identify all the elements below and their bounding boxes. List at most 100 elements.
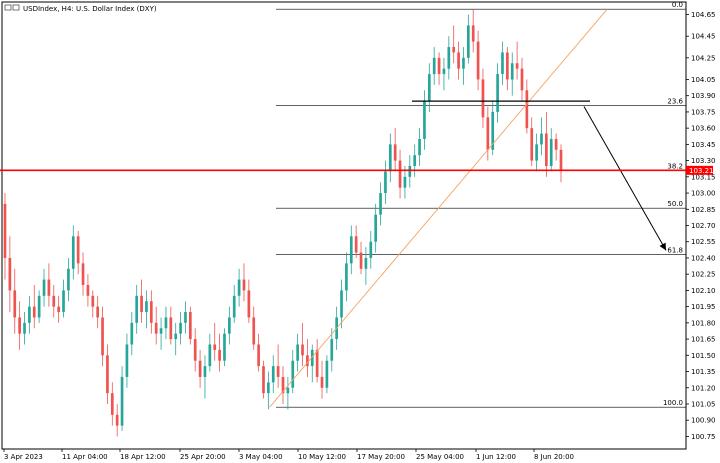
candle-body bbox=[91, 295, 95, 307]
candle-body bbox=[276, 366, 280, 377]
candle-body bbox=[379, 193, 382, 215]
fib-level-label: 100.0 bbox=[663, 399, 683, 407]
candle-body bbox=[154, 322, 158, 334]
candle-body bbox=[510, 63, 514, 80]
candle-body bbox=[554, 138, 558, 150]
candle-body bbox=[340, 290, 343, 318]
y-tick-label: 103.90 bbox=[691, 92, 716, 100]
y-tick-label: 102.25 bbox=[691, 271, 716, 279]
y-tick-label: 103.45 bbox=[691, 141, 716, 149]
fib-level-label: 23.6 bbox=[667, 97, 683, 105]
candle-body bbox=[306, 355, 309, 367]
plot-area-border bbox=[1, 1, 687, 450]
candle-body bbox=[486, 117, 490, 150]
x-tick-label: 18 Apr 12:00 bbox=[120, 453, 166, 461]
price-axis[interactable]: 104.65 104.45 104.25 104.05 103.90 103.75 103.… bbox=[686, 11, 716, 441]
candle-body bbox=[135, 295, 139, 323]
candle-body bbox=[101, 317, 104, 356]
x-tick-label: 25 May 04:00 bbox=[416, 453, 464, 461]
candle-body bbox=[374, 214, 378, 242]
x-tick-label: 25 Apr 20:00 bbox=[180, 453, 226, 461]
candle-body bbox=[545, 133, 548, 167]
candle-body bbox=[213, 344, 217, 350]
candle-body bbox=[145, 301, 148, 313]
projection-arrow-line[interactable] bbox=[583, 106, 667, 251]
y-tick-label: 102.55 bbox=[691, 238, 716, 246]
candle-body bbox=[247, 290, 251, 318]
candle-body bbox=[330, 339, 334, 361]
candle-body bbox=[262, 366, 265, 394]
candle-body bbox=[188, 312, 192, 340]
current-price-tag bbox=[686, 165, 713, 175]
candle-body bbox=[115, 414, 119, 426]
time-axis[interactable]: 3 Apr 2023 11 Apr 04:00 18 Apr 12:00 25 Apr… bbox=[3, 449, 574, 461]
candle-body bbox=[525, 90, 529, 129]
candle-body bbox=[86, 284, 90, 296]
candle-body bbox=[179, 322, 182, 334]
candle-body bbox=[140, 295, 143, 313]
y-tick-label: 103.30 bbox=[691, 157, 716, 165]
candle-body bbox=[476, 41, 480, 80]
candle-body bbox=[437, 57, 441, 75]
candle-body bbox=[466, 25, 470, 58]
y-tick-label: 102.40 bbox=[691, 254, 716, 262]
candle-body bbox=[413, 155, 417, 167]
y-tick-label: 101.80 bbox=[691, 319, 716, 327]
annotation-lines[interactable] bbox=[269, 8, 667, 408]
x-tick-label: 3 Apr 2023 bbox=[4, 453, 43, 461]
window-icon-2 bbox=[12, 4, 20, 11]
y-tick-label: 101.05 bbox=[691, 400, 716, 408]
trendline[interactable] bbox=[269, 8, 608, 408]
candle-body bbox=[418, 138, 421, 156]
y-tick-label: 101.35 bbox=[691, 368, 716, 376]
x-tick-label: 3 May 04:00 bbox=[239, 453, 283, 461]
candle-body bbox=[447, 47, 451, 69]
y-tick-label: 102.70 bbox=[691, 222, 716, 230]
fib-level-label: 61.8 bbox=[667, 247, 683, 255]
candle-body bbox=[530, 128, 534, 161]
x-tick-label: 11 Apr 04:00 bbox=[62, 453, 108, 461]
fib-level-label: 38.2 bbox=[667, 162, 683, 170]
y-tick-label: 101.20 bbox=[691, 384, 716, 392]
candle-body bbox=[71, 236, 75, 269]
candle-body bbox=[47, 279, 51, 296]
candle-body bbox=[23, 322, 26, 334]
x-tick-label: 17 May 20:00 bbox=[357, 453, 405, 461]
candle-body bbox=[354, 236, 358, 253]
candle-body bbox=[208, 344, 212, 367]
candle-body bbox=[228, 317, 231, 334]
candle-body bbox=[232, 295, 236, 318]
candle-body bbox=[52, 295, 56, 307]
candle-body bbox=[267, 382, 270, 394]
candle-body bbox=[408, 166, 412, 177]
candle-body bbox=[320, 376, 324, 388]
y-tick-label: 104.65 bbox=[691, 11, 716, 19]
candle-body bbox=[149, 301, 153, 323]
candle-body bbox=[452, 47, 456, 53]
candle-body bbox=[252, 317, 256, 345]
candle-body bbox=[291, 360, 295, 388]
candle-body bbox=[125, 344, 129, 377]
candle-body bbox=[398, 160, 402, 188]
y-tick-label: 100.75 bbox=[691, 433, 716, 441]
window-icon bbox=[4, 4, 12, 11]
y-tick-label: 104.25 bbox=[691, 54, 716, 62]
candle-body bbox=[159, 328, 163, 334]
candle-body bbox=[549, 138, 553, 167]
x-tick-label: 8 Jun 20:00 bbox=[534, 453, 574, 461]
y-tick-label: 100.90 bbox=[691, 417, 716, 425]
candle-body bbox=[345, 263, 348, 291]
candle-body bbox=[257, 344, 260, 367]
y-tick-label: 101.95 bbox=[691, 303, 716, 311]
candle-body bbox=[301, 344, 304, 356]
candle-body bbox=[237, 279, 241, 296]
candle-body bbox=[130, 322, 134, 345]
candle-body bbox=[393, 144, 397, 161]
candle-body bbox=[218, 349, 221, 361]
candle-body bbox=[325, 360, 329, 388]
candle-body bbox=[349, 236, 353, 264]
candle-body bbox=[481, 79, 485, 118]
y-tick-label: 103.60 bbox=[691, 125, 716, 133]
candle-body bbox=[96, 306, 100, 318]
